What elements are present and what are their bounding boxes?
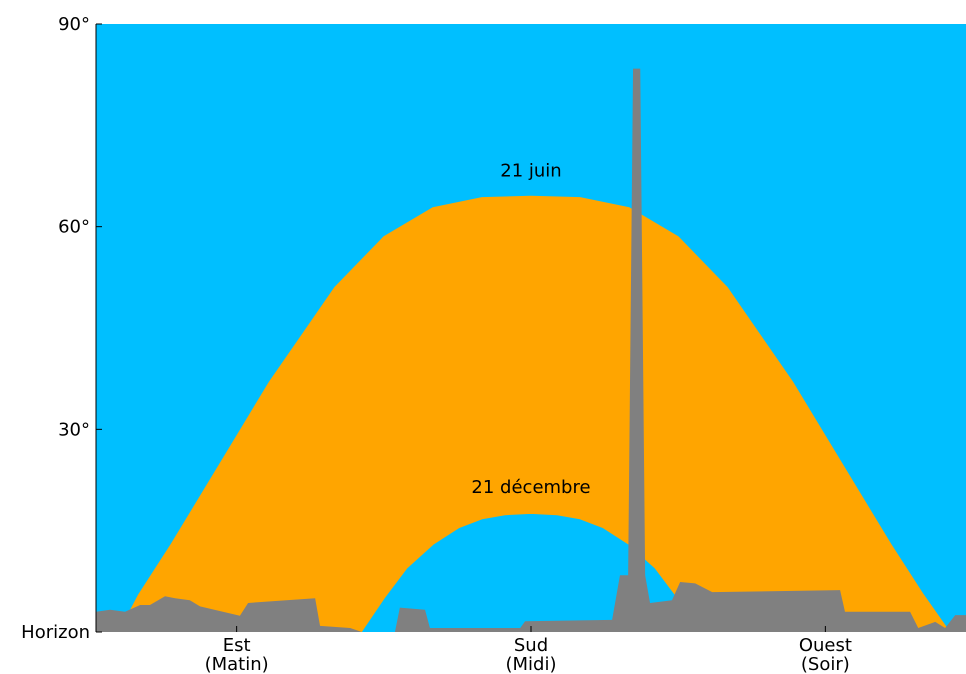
x-tick-label-line: Ouest [799, 635, 852, 656]
y-tick-label: 60° [58, 217, 90, 238]
winter-line [360, 512, 712, 632]
x-tick-label-line: (Soir) [801, 654, 850, 674]
x-tick-label-line: Est [223, 635, 251, 656]
y-tick-label: Horizon [21, 622, 90, 643]
x-tick-label-line: (Midi) [505, 654, 556, 674]
curve-label: 21 décembre [471, 477, 590, 498]
x-tick-label: Ouest (Soir) [799, 635, 852, 674]
y-tick-label: 90° [58, 14, 90, 35]
x-tick-label: Est (Matin) [205, 635, 269, 674]
x-tick-label-line: Sud [514, 635, 548, 656]
summer-area [118, 195, 951, 632]
x-tick-label: Sud (Midi) [505, 635, 556, 674]
y-tick-label: 30° [58, 419, 90, 440]
x-tick-label-line: (Matin) [205, 654, 269, 674]
curve-label: 21 juin [500, 160, 561, 181]
